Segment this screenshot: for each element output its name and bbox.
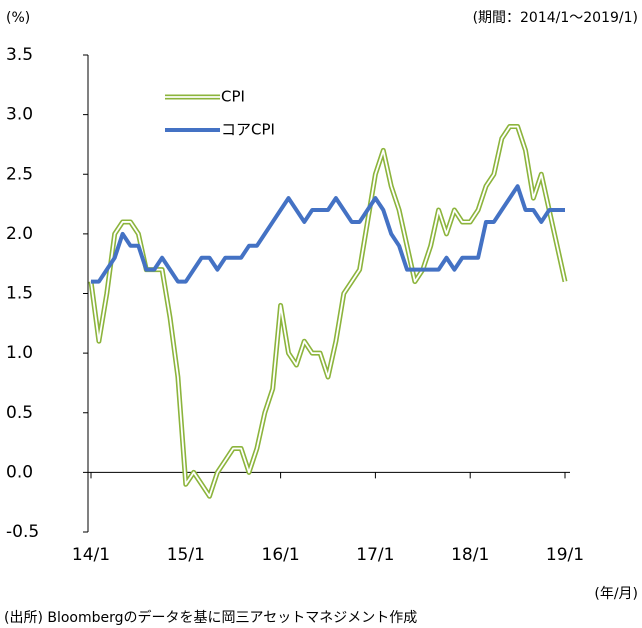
y-tick-label: 0.0 [6, 462, 33, 482]
x-tick-label: 16/1 [262, 545, 300, 565]
series-line-inner [90, 125, 566, 498]
x-unit-label: (年/月) [594, 586, 638, 602]
x-tick-label: 18/1 [451, 545, 489, 565]
y-tick-label: 1.5 [6, 284, 33, 304]
source-note: (出所) Bloombergのデータを基に岡三アセットマネジメント作成 [4, 609, 417, 626]
y-unit-label: (%) [6, 10, 30, 26]
period-note: (期間：2014/1～2019/1) [473, 10, 638, 26]
y-tick-label: 3.0 [6, 105, 33, 125]
legend-label: コアCPI [221, 121, 275, 139]
series-line-outer [88, 124, 568, 499]
x-tick-label: 19/1 [546, 545, 584, 565]
series-line [91, 184, 565, 284]
y-tick-label: 3.5 [6, 45, 33, 65]
y-tick-label: 2.5 [6, 164, 33, 184]
y-tick-label: 0.5 [6, 403, 33, 423]
x-tick-label: 17/1 [356, 545, 394, 565]
y-tick-label: 1.0 [6, 343, 33, 363]
x-tick-label: 14/1 [72, 545, 110, 565]
y-tick-label: 2.0 [6, 224, 33, 244]
legend-label: CPI [221, 88, 245, 106]
x-tick-label: 15/1 [167, 545, 205, 565]
y-tick-label: -0.5 [6, 522, 39, 542]
